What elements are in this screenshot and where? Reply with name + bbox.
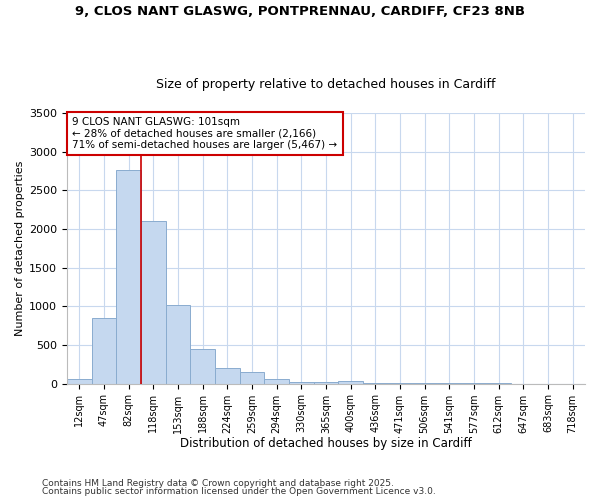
Text: 9, CLOS NANT GLASWG, PONTPRENNAU, CARDIFF, CF23 8NB: 9, CLOS NANT GLASWG, PONTPRENNAU, CARDIF… (75, 5, 525, 18)
Bar (265, 379, 289, 384)
X-axis label: Distribution of detached houses by size in Cardiff: Distribution of detached houses by size … (180, 437, 472, 450)
Bar (314, 382, 338, 384)
Text: Contains HM Land Registry data © Crown copyright and database right 2025.: Contains HM Land Registry data © Crown c… (42, 478, 394, 488)
Bar (239, 372, 265, 384)
Bar (166, 304, 190, 384)
Bar (289, 382, 314, 384)
Bar (190, 349, 215, 384)
Bar (141, 221, 166, 384)
Bar (92, 318, 116, 384)
Y-axis label: Number of detached properties: Number of detached properties (15, 160, 25, 336)
Text: 9 CLOS NANT GLASWG: 101sqm
← 28% of detached houses are smaller (2,166)
71% of s: 9 CLOS NANT GLASWG: 101sqm ← 28% of deta… (72, 117, 337, 150)
Bar (388, 383, 412, 384)
Bar (116, 170, 141, 384)
Bar (338, 380, 363, 384)
Bar (363, 383, 388, 384)
Bar (215, 368, 239, 384)
Text: Contains public sector information licensed under the Open Government Licence v3: Contains public sector information licen… (42, 487, 436, 496)
Bar (67, 379, 92, 384)
Title: Size of property relative to detached houses in Cardiff: Size of property relative to detached ho… (156, 78, 496, 91)
